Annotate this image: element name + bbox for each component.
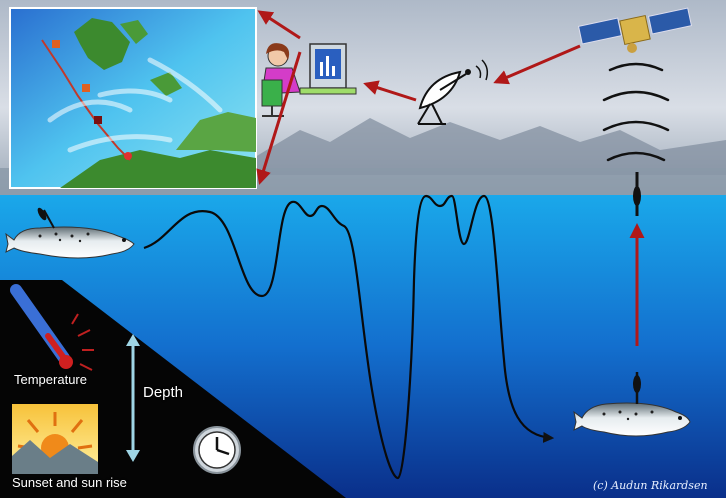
thermometer-icon	[10, 284, 94, 371]
migration-map-icon	[9, 7, 257, 189]
temperature-label: Temperature	[14, 372, 87, 387]
clock-icon	[193, 426, 241, 474]
data-flow-arrows	[256, 10, 645, 346]
satellite-icon	[577, 7, 693, 53]
sunset-label: Sunset and sun rise	[12, 475, 127, 490]
depth-label: Depth	[143, 384, 184, 401]
signal-waves-icon	[602, 62, 670, 162]
sunrise-icon	[12, 404, 98, 474]
depth-arrow	[126, 334, 140, 462]
pop-up-tag-icon	[633, 172, 641, 216]
dive-profile-line	[143, 194, 555, 480]
satellite-dish-icon	[417, 59, 489, 125]
salmon-icon	[5, 207, 135, 259]
copyright-credit: (c) Audun Rikardsen	[593, 479, 708, 492]
salmon-with-tag-icon	[573, 372, 691, 437]
researcher-computer-icon	[261, 43, 357, 117]
